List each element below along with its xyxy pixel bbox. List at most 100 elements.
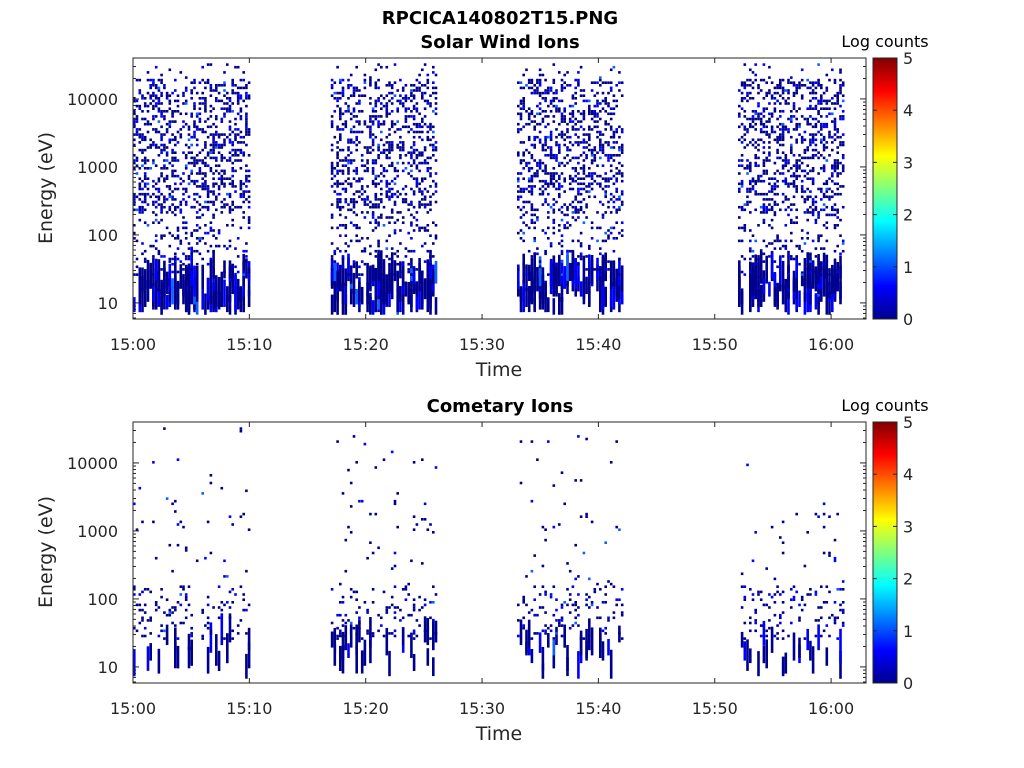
spectrogram-cell (590, 128, 594, 131)
spectrogram-cell (341, 91, 345, 95)
spectrogram-cell (193, 205, 196, 209)
spectrogram-cell (555, 626, 558, 645)
spectrogram-cell (833, 249, 837, 253)
spectrogram-cell (544, 198, 547, 201)
spectrogram-cell (410, 237, 413, 240)
spectrogram-cell (176, 247, 180, 250)
spectrogram-cell (226, 601, 229, 604)
spectrogram-cell (190, 613, 193, 617)
spectrogram-cell (190, 634, 193, 638)
spectrogram-cell (330, 226, 334, 230)
spectrogram-cell (352, 89, 356, 92)
spectrogram-cell (209, 629, 213, 633)
spectrogram-cell (380, 122, 383, 126)
spectrogram-cell (781, 541, 785, 544)
spectrogram-cell (163, 110, 166, 113)
spectrogram-cell (607, 268, 610, 271)
spectrogram-cell (814, 247, 818, 250)
spectrogram-cell (825, 115, 829, 118)
y-tick-label: 10000 (67, 90, 118, 109)
spectrogram-cell (768, 255, 771, 258)
spectrogram-cell (415, 89, 419, 92)
spectrogram-cell (418, 112, 421, 116)
spectrogram-cell (415, 293, 419, 310)
spectrogram-cell (231, 174, 234, 178)
spectrogram-cell (245, 242, 248, 245)
spectrogram-cell (421, 177, 424, 180)
spectrogram-cell (773, 239, 777, 243)
spectrogram-cell (146, 130, 150, 134)
spectrogram-cell (171, 159, 174, 162)
spectrogram-cell (560, 273, 564, 276)
spectrogram-cell (749, 616, 752, 620)
spectrogram-cell (154, 102, 158, 105)
spectrogram-cell (577, 177, 580, 180)
spectrogram-cell (223, 112, 226, 116)
spectrogram-cell (751, 143, 755, 147)
spectrogram-cell (133, 167, 136, 170)
spectrogram-cell (412, 143, 416, 147)
spectrogram-cell (339, 213, 342, 217)
spectrogram-cell (349, 138, 353, 142)
spectrogram-cell (560, 172, 564, 175)
spectrogram-cell (536, 252, 539, 256)
spectrogram-cell (588, 618, 591, 651)
spectrogram-cell (138, 593, 142, 596)
colorbar-tick-label: 5 (903, 49, 913, 68)
spectrogram-cell (415, 185, 419, 188)
spectrogram-cell (184, 231, 188, 235)
spectrogram-cell (779, 110, 782, 113)
spectrogram-cell (779, 208, 782, 212)
spectrogram-cell (558, 71, 561, 74)
spectrogram-cell (784, 161, 788, 165)
spectrogram-cell (347, 110, 350, 113)
spectrogram-cell (385, 169, 389, 173)
spectrogram-cell (776, 135, 779, 139)
spectrogram-cell (220, 107, 224, 110)
spectrogram-cell (563, 81, 566, 84)
spectrogram-cell (517, 603, 520, 607)
spectrogram-cell (738, 239, 741, 243)
spectrogram-cell (754, 629, 757, 633)
spectrogram-cell (418, 190, 421, 193)
spectrogram-cell (530, 218, 534, 222)
spectrogram-cell (385, 84, 389, 87)
spectrogram-cell (811, 84, 815, 87)
spectrogram-cell (809, 86, 812, 90)
spectrogram-cell (242, 253, 245, 279)
spectrogram-cell (393, 167, 397, 170)
spectrogram-cell (174, 151, 177, 154)
spectrogram-cell (179, 621, 183, 625)
spectrogram-cell (215, 115, 218, 118)
spectrogram-cell (154, 164, 158, 167)
spectrogram-cell (825, 624, 829, 627)
spectrogram-cell (585, 146, 588, 149)
spectrogram-cell (566, 603, 569, 607)
spectrogram-cell (344, 613, 348, 617)
spectrogram-cell (399, 99, 402, 103)
spectrogram-cell (231, 224, 234, 227)
spectrogram-cell (382, 97, 386, 100)
spectrogram-cell (176, 174, 180, 178)
spectrogram-cell (560, 135, 564, 139)
spectrogram-cell (228, 99, 232, 103)
spectrogram-cell (366, 237, 369, 240)
spectrogram-cell (204, 174, 207, 178)
spectrogram-cell (811, 198, 815, 201)
spectrogram-cell (141, 187, 144, 191)
spectrogram-cell (247, 200, 251, 204)
spectrogram-cell (206, 187, 210, 191)
spectrogram-cell (776, 203, 779, 206)
spectrogram-cell (421, 179, 424, 183)
spectrogram-cell (579, 125, 583, 129)
spectrogram-cell (599, 133, 602, 136)
spectrogram-cell (245, 260, 248, 263)
spectrogram-cell (135, 629, 139, 633)
spectrogram-cell (336, 154, 339, 157)
spectrogram-cell (429, 616, 432, 620)
spectrogram-cell (768, 593, 771, 596)
figure-title: RPCICA140802T15.PNG (382, 8, 618, 29)
spectrogram-cell (374, 185, 378, 188)
spectrogram-cell (193, 125, 196, 129)
spectrogram-cell (596, 102, 599, 105)
